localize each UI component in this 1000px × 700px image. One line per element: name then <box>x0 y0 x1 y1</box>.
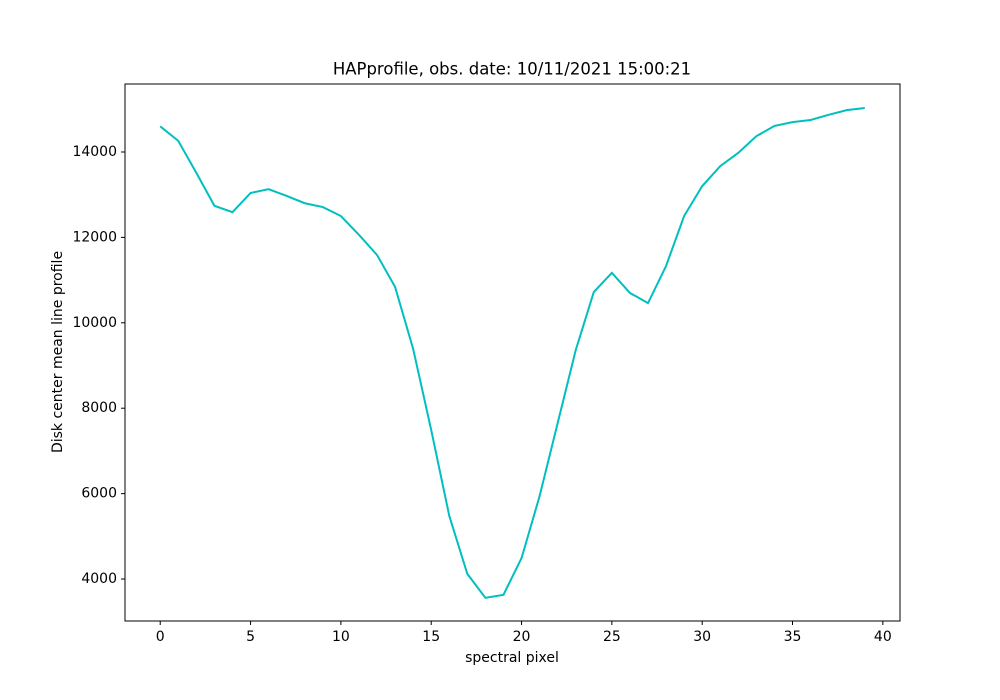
x-tick-label: 5 <box>246 629 255 645</box>
y-tick-label: 6000 <box>81 486 117 502</box>
y-tick-label: 12000 <box>72 229 117 245</box>
y-tick-label: 4000 <box>81 571 117 587</box>
plot-frame <box>124 83 901 622</box>
x-tick-label: 25 <box>603 629 621 645</box>
y-tick-label: 14000 <box>72 144 117 160</box>
x-tick-label: 15 <box>422 629 440 645</box>
x-tick-label: 0 <box>156 629 165 645</box>
x-tick-label: 10 <box>332 629 350 645</box>
x-tick-label: 20 <box>513 629 531 645</box>
chart-title: HAPprofile, obs. date: 10/11/2021 15:00:… <box>333 60 691 79</box>
x-tick-label: 35 <box>784 629 802 645</box>
y-axis-label: Disk center mean line profile <box>50 251 66 453</box>
x-tick-label: 40 <box>874 629 892 645</box>
data-line <box>159 107 865 599</box>
y-tick-label: 8000 <box>81 400 117 416</box>
x-tick-label: 30 <box>693 629 711 645</box>
x-axis-label: spectral pixel <box>465 650 559 666</box>
y-tick-label: 10000 <box>72 315 117 331</box>
